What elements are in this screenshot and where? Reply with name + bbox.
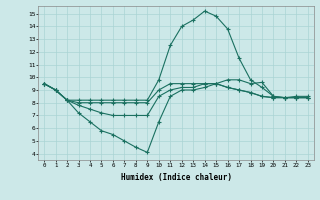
X-axis label: Humidex (Indice chaleur): Humidex (Indice chaleur) bbox=[121, 173, 231, 182]
